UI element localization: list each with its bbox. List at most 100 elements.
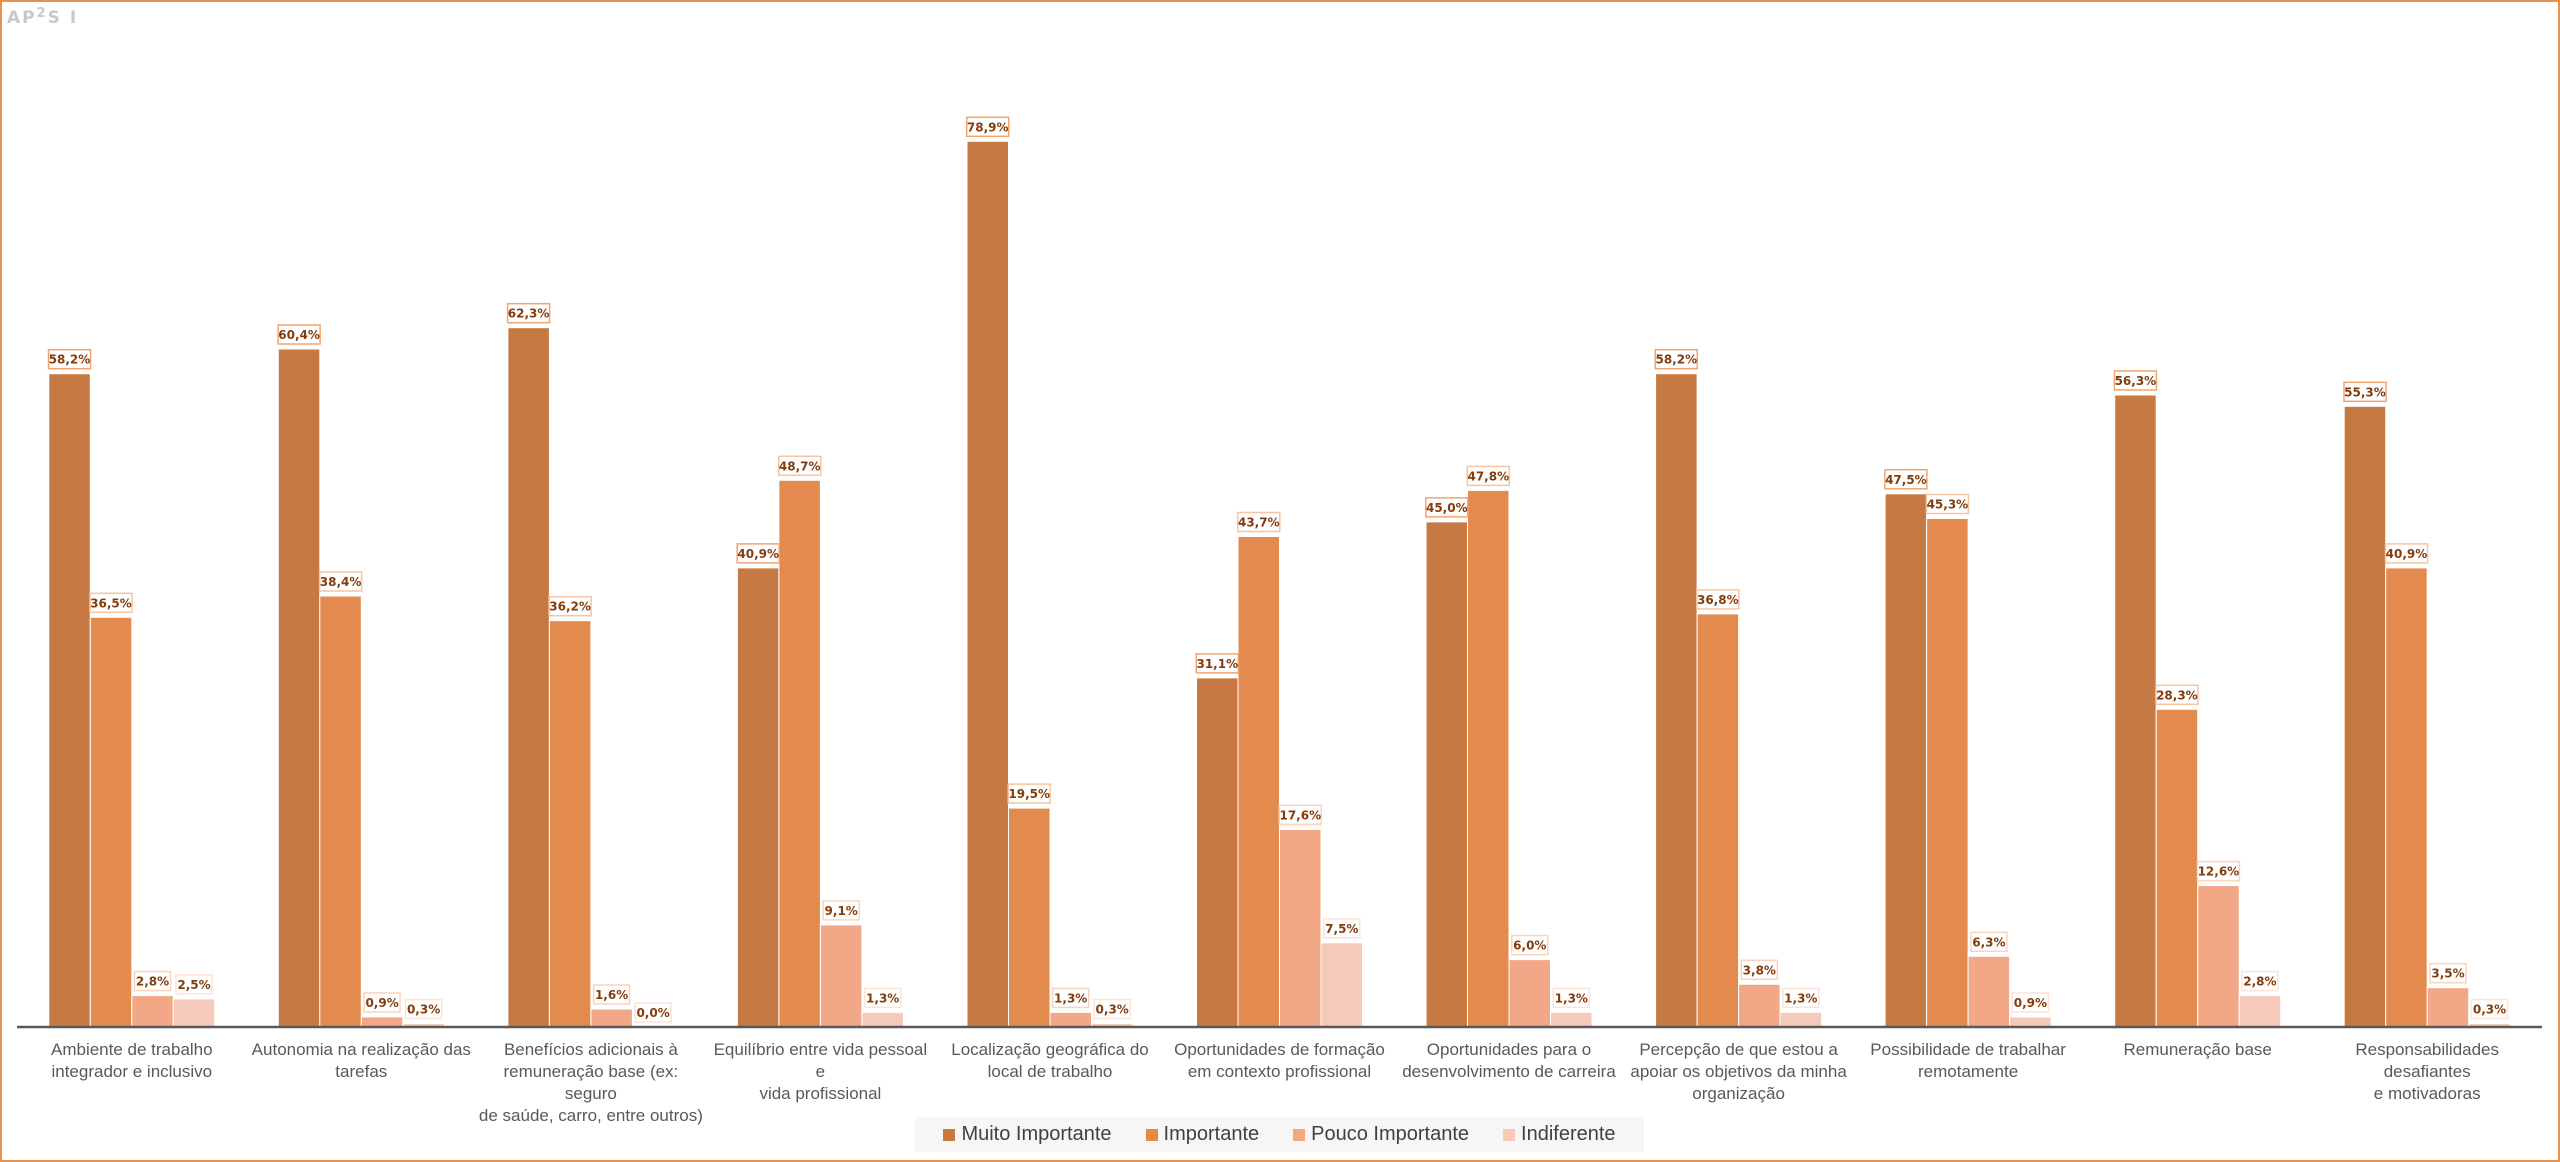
- bar-indiferente: [861, 1011, 904, 1028]
- x-tick-label: Remuneração base: [2085, 1039, 2311, 1061]
- data-label: 1,3%: [1555, 991, 1588, 1005]
- data-label: 7,5%: [1325, 922, 1358, 936]
- x-tick-label: Equilíbrio entre vida pessoal e vida prof…: [707, 1039, 933, 1105]
- data-label: 58,2%: [49, 353, 91, 367]
- x-tick-label-line: integrador e inclusivo: [51, 1062, 213, 1081]
- legend-swatch-icon: [1503, 1128, 1516, 1141]
- data-label: 0,3%: [2473, 1003, 2506, 1017]
- bar-muito-importante: [736, 567, 780, 1028]
- data-label: 1,3%: [1784, 991, 1817, 1005]
- data-labels-layer: 58,2% 36,5% 2,8% 2,5% 60,4% 38,4% 0,9% 0,3% 62,3…: [47, 116, 2509, 1023]
- bar-indiferente: [1320, 942, 1363, 1028]
- data-label: 12,6%: [2198, 865, 2240, 879]
- data-label-box: [1884, 469, 1928, 490]
- data-label: 78,9%: [967, 120, 1009, 134]
- data-label: 2,8%: [2243, 975, 2276, 989]
- data-label: 47,8%: [1467, 469, 1509, 483]
- data-label: 1,3%: [1054, 991, 1087, 1005]
- bar-importante: [1926, 518, 1969, 1028]
- data-label: 0,9%: [365, 996, 398, 1010]
- data-label-box: [965, 116, 1010, 138]
- data-label-box: [1237, 511, 1281, 533]
- data-label-box: [634, 1002, 672, 1023]
- x-tick-label-line: Benefícios adicionais à: [503, 1040, 678, 1059]
- data-label-box: [2155, 684, 2199, 706]
- bar-importante: [89, 616, 133, 1028]
- x-tick-label-line: Localização geográfica do: [951, 1040, 1149, 1059]
- data-label-box: [2011, 992, 2050, 1013]
- data-label-box: [1782, 987, 1820, 1009]
- data-label: 6,3%: [1972, 935, 2005, 949]
- data-label-box: [2241, 970, 2279, 992]
- bar-pouco-importante: [819, 924, 863, 1028]
- data-label-box: [592, 984, 631, 1005]
- data-label-box: [363, 992, 401, 1013]
- data-label-box: [1925, 493, 1970, 515]
- data-label-box: [318, 571, 363, 592]
- data-label: 40,9%: [737, 547, 779, 561]
- data-label-box: [1323, 918, 1361, 939]
- x-tick-label: Ambiente de trabalho integrador e inclusi…: [19, 1039, 245, 1083]
- legend-item-pouco-importante: Pouco Importante: [1293, 1123, 1469, 1146]
- data-label-box: [736, 543, 780, 564]
- data-label: 6,0%: [1513, 939, 1546, 953]
- data-label: 2,5%: [177, 978, 210, 992]
- data-label-box: [548, 595, 592, 617]
- bar-muito-importante: [1425, 521, 1468, 1028]
- data-label-box: [1970, 931, 2008, 953]
- bar-pouco-importante: [1967, 955, 2011, 1028]
- data-label: 1,6%: [595, 988, 628, 1002]
- data-label: 45,0%: [1426, 501, 1468, 515]
- data-label: 17,6%: [1279, 808, 1321, 822]
- bar-importante: [2385, 567, 2428, 1028]
- bars-layer: [48, 140, 2511, 1028]
- data-label: 43,7%: [1238, 516, 1280, 530]
- data-label-box: [2113, 370, 2158, 391]
- legend-label: Importante: [1163, 1123, 1260, 1145]
- bar-pouco-importante: [2426, 987, 2470, 1028]
- data-label-box: [133, 970, 172, 992]
- data-label: 45,3%: [1927, 498, 1969, 512]
- bar-indiferente: [1779, 1011, 1823, 1028]
- bar-muito-importante: [277, 348, 321, 1028]
- x-tick-label-line: remuneração base (ex: seguro: [503, 1062, 679, 1103]
- logo-text: AP: [7, 8, 37, 28]
- bar-importante: [1008, 807, 1051, 1028]
- bar-importante: [1237, 536, 1280, 1028]
- data-label: 19,5%: [1008, 787, 1050, 801]
- data-label-box: [777, 455, 822, 477]
- data-label-box: [863, 987, 902, 1009]
- x-tick-label-line: e motivadoras: [2373, 1084, 2481, 1103]
- legend-item-indiferente: Indiferente: [1503, 1123, 1616, 1146]
- x-tick-label-line: Autonomia na realização das: [251, 1040, 471, 1059]
- bar-pouco-importante: [131, 995, 174, 1028]
- bar-importante: [548, 620, 592, 1028]
- data-label-box: [1466, 465, 1511, 487]
- data-label: 36,5%: [90, 596, 132, 610]
- bar-importante: [778, 479, 821, 1028]
- legend-label: Indiferente: [1521, 1123, 1616, 1145]
- x-tick-label: Oportunidades para o desenvolvimento de c…: [1396, 1039, 1622, 1083]
- data-label: 31,1%: [1196, 657, 1238, 671]
- data-label: 48,7%: [779, 459, 821, 473]
- data-label-box: [1740, 959, 1779, 981]
- data-label-box: [89, 592, 133, 614]
- data-label-box: [822, 900, 860, 921]
- x-tick-label-line: Remuneração base: [2123, 1040, 2272, 1059]
- bar-importante: [2155, 708, 2199, 1028]
- data-label: 40,9%: [2386, 547, 2428, 561]
- data-label: 47,5%: [1885, 473, 1927, 487]
- data-label-box: [175, 974, 213, 995]
- data-label: 3,8%: [1743, 963, 1776, 977]
- data-label: 38,4%: [320, 575, 362, 589]
- bar-muito-importante: [966, 140, 1009, 1028]
- x-tick-label-line: remotamente: [1918, 1062, 2019, 1081]
- x-tick-label-line: Responsabilidades desafiantes: [2355, 1040, 2500, 1081]
- data-label-box: [1654, 348, 1699, 370]
- data-label: 0,3%: [1096, 1003, 1129, 1017]
- bar-muito-importante: [1196, 677, 1239, 1028]
- bar-indiferente: [2238, 995, 2282, 1028]
- x-tick-label-line: apoiar os objetivos da minha: [1630, 1062, 1847, 1081]
- data-label-box: [1552, 987, 1591, 1009]
